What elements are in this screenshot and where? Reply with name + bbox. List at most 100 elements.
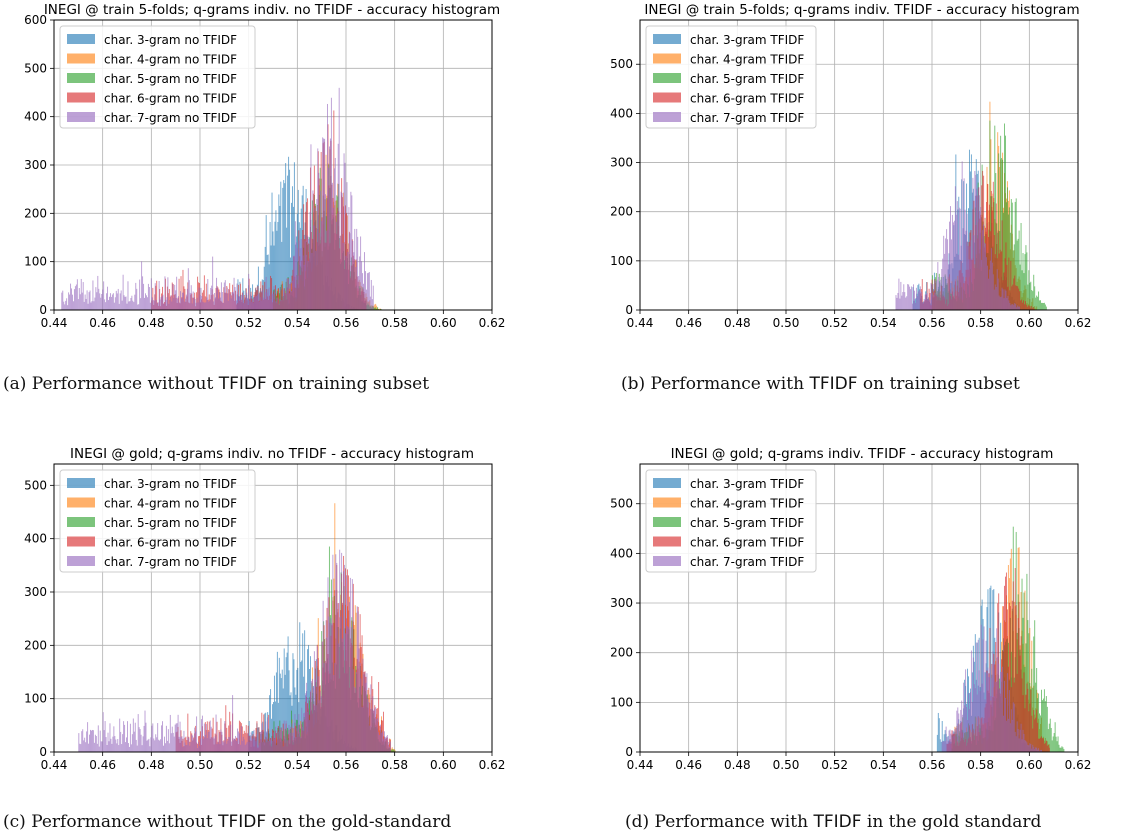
histogram-bar bbox=[248, 278, 250, 310]
histogram-bar bbox=[304, 712, 306, 752]
histogram-bar bbox=[165, 299, 167, 310]
histogram-bar bbox=[938, 718, 940, 752]
histogram-bar bbox=[997, 656, 999, 752]
histogram-bar bbox=[280, 181, 282, 310]
histogram-bar bbox=[274, 221, 276, 310]
histogram-bar bbox=[281, 300, 283, 310]
histogram-bar bbox=[957, 254, 959, 310]
histogram-bar bbox=[959, 208, 961, 310]
histogram-bar bbox=[291, 723, 293, 752]
histogram-bar bbox=[979, 211, 981, 310]
histogram-bar bbox=[162, 294, 164, 310]
histogram-bar bbox=[291, 291, 292, 310]
histogram-bar bbox=[137, 714, 139, 752]
histogram-bar bbox=[1017, 305, 1019, 310]
legend-swatch bbox=[67, 478, 95, 488]
histogram-bar bbox=[947, 239, 949, 310]
histogram-bar bbox=[147, 283, 149, 310]
histogram-bar bbox=[1001, 220, 1003, 310]
histogram-bar bbox=[260, 731, 262, 752]
histogram-bar bbox=[354, 228, 356, 310]
legend-box bbox=[645, 469, 817, 573]
histogram-bar bbox=[231, 292, 233, 310]
histogram-bar bbox=[942, 741, 944, 752]
histogram-bar bbox=[992, 274, 994, 310]
x-tick-label: 0.58 bbox=[381, 758, 408, 772]
histogram-bar bbox=[246, 292, 248, 310]
histogram-bar bbox=[67, 305, 69, 310]
histogram-bar bbox=[315, 705, 317, 752]
x-tick-label: 0.56 bbox=[333, 758, 360, 772]
y-tick-label: 100 bbox=[24, 692, 47, 706]
histogram-bar bbox=[153, 738, 155, 752]
histogram-bar bbox=[1009, 232, 1011, 310]
histogram-bar bbox=[1010, 709, 1012, 752]
histogram-bar bbox=[300, 239, 302, 310]
histogram-bar bbox=[78, 288, 80, 310]
histogram-bar bbox=[1013, 305, 1015, 310]
legend-swatch bbox=[67, 112, 95, 122]
histogram-bar bbox=[324, 660, 326, 752]
histogram-bar bbox=[380, 724, 382, 752]
histogram-bar bbox=[95, 287, 97, 310]
histogram-bar bbox=[321, 641, 323, 752]
x-tick-label: 0.50 bbox=[773, 758, 800, 772]
histogram-bar bbox=[229, 711, 231, 752]
histogram-bar bbox=[904, 292, 906, 310]
histogram-bar bbox=[964, 705, 966, 752]
histogram-bar bbox=[1004, 123, 1005, 310]
histogram-bar bbox=[302, 255, 304, 310]
x-tick-label: 0.54 bbox=[284, 758, 311, 772]
histogram-bar bbox=[334, 157, 336, 310]
histogram-bar bbox=[294, 714, 296, 752]
histogram-bar bbox=[967, 668, 969, 752]
histogram-bar bbox=[301, 707, 303, 752]
histogram-bar bbox=[933, 295, 935, 310]
histogram-bar bbox=[359, 256, 361, 310]
histogram-bar bbox=[183, 301, 185, 310]
histogram-bar bbox=[371, 708, 373, 752]
histogram-bar bbox=[170, 733, 172, 752]
histogram-bar bbox=[116, 743, 118, 752]
histogram-bar bbox=[264, 742, 266, 752]
histogram-bar bbox=[973, 235, 975, 310]
histogram-bar bbox=[136, 745, 138, 752]
y-tick-label: 0 bbox=[625, 745, 633, 759]
histogram-bar bbox=[92, 280, 94, 310]
histogram-bar bbox=[181, 736, 183, 752]
histogram-bar bbox=[286, 740, 288, 752]
histogram-bar bbox=[279, 298, 281, 310]
histogram-bar bbox=[946, 737, 948, 752]
histogram-bar bbox=[335, 221, 337, 310]
histogram-bar bbox=[215, 714, 217, 752]
histogram-bar bbox=[156, 737, 158, 752]
histogram-bar bbox=[355, 672, 357, 752]
histogram-bar bbox=[1000, 135, 1002, 310]
histogram-bar bbox=[1028, 270, 1030, 310]
histogram-bar bbox=[136, 288, 138, 310]
histogram-bar bbox=[306, 682, 308, 752]
histogram-bar bbox=[178, 278, 180, 310]
histogram-bar bbox=[349, 577, 351, 752]
histogram-bar bbox=[279, 731, 281, 752]
histogram-bar bbox=[1020, 636, 1022, 752]
histogram-bar bbox=[245, 297, 247, 310]
histogram-bar bbox=[950, 239, 952, 310]
histogram-bar bbox=[92, 730, 94, 752]
legend-swatch bbox=[653, 73, 681, 83]
histogram-bar bbox=[364, 252, 365, 310]
histogram-bar bbox=[1019, 291, 1021, 310]
histogram-bar bbox=[166, 740, 168, 752]
axes-frame bbox=[639, 463, 1079, 753]
y-tick-label: 400 bbox=[610, 546, 633, 560]
histogram-bar bbox=[185, 736, 187, 752]
histogram-bar bbox=[289, 293, 291, 310]
histogram-bar bbox=[278, 657, 280, 752]
histogram-bar bbox=[262, 298, 264, 310]
histogram-bar bbox=[342, 242, 344, 310]
histogram-bar bbox=[973, 684, 975, 752]
histogram-bar bbox=[984, 699, 986, 752]
histogram-bar bbox=[1041, 738, 1043, 752]
histogram-bar bbox=[89, 734, 91, 752]
